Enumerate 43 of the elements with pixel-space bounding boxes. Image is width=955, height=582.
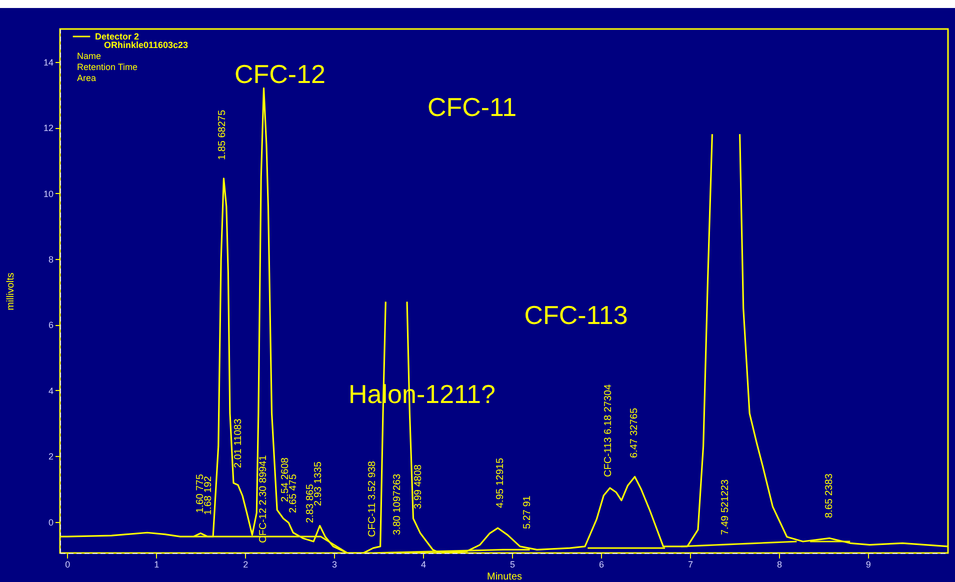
x-tick-label: 6 (598, 560, 604, 570)
annotation: 1.85 68275 (217, 110, 228, 160)
y-axis-title: millivolts (5, 272, 16, 310)
x-tick-label: 8 (776, 560, 782, 570)
x-tick-label: 7 (688, 560, 693, 570)
annotation: CFC-12 2.30 89941 (258, 454, 269, 543)
annotation: ORhinkle011603c23 (104, 40, 188, 50)
annotation: 2.93 1335 (313, 461, 324, 506)
y-tick-label: 6 (48, 320, 54, 330)
y-tick-label: 10 (43, 188, 54, 199)
annotation: 2.01 11083 (233, 418, 244, 468)
y-tick-label: 8 (48, 254, 54, 264)
annotation: CFC-11 (427, 92, 517, 122)
x-axis-title: Minutes (486, 572, 522, 582)
annotation: CFC-113 (524, 300, 628, 330)
annotation: 3.99 4808 (413, 464, 424, 509)
annotation: Name (77, 51, 102, 61)
annotation: CFC-12 (234, 59, 326, 89)
annotation: 2.65 475 (288, 474, 299, 513)
annotation: 1.68 192 (203, 476, 214, 515)
x-tick-label: 0 (65, 560, 70, 570)
annotation: CFC-113 6.18 27304 (603, 384, 614, 477)
y-tick-label: 12 (43, 123, 54, 134)
x-tick-label: 9 (866, 560, 871, 570)
x-tick-label: 4 (421, 560, 426, 570)
y-tick-label: 4 (48, 386, 54, 396)
x-tick-label: 3 (332, 560, 338, 570)
annotation: 7.49 521223 (720, 478, 731, 535)
annotation: 6.47 32765 (629, 408, 640, 458)
x-tick-label: 2 (243, 560, 248, 570)
annotation: Retention Time (77, 62, 138, 72)
y-tick-label: 2 (48, 452, 54, 462)
y-tick-label: 14 (43, 57, 54, 68)
annotation: CFC-11 3.52 938 (367, 460, 378, 537)
annotation: 3.80 1097263 (392, 473, 403, 535)
annotation: 5.27 91 (522, 495, 533, 529)
x-tick-label: 1 (154, 560, 160, 570)
legend-label: Detector 2 (95, 32, 140, 42)
y-tick-label: 0 (48, 517, 54, 528)
annotation: 8.65 2383 (824, 473, 835, 518)
annotation: Area (77, 73, 96, 83)
annotation: 4.95 12915 (495, 458, 506, 508)
x-tick-label: 5 (510, 560, 516, 570)
